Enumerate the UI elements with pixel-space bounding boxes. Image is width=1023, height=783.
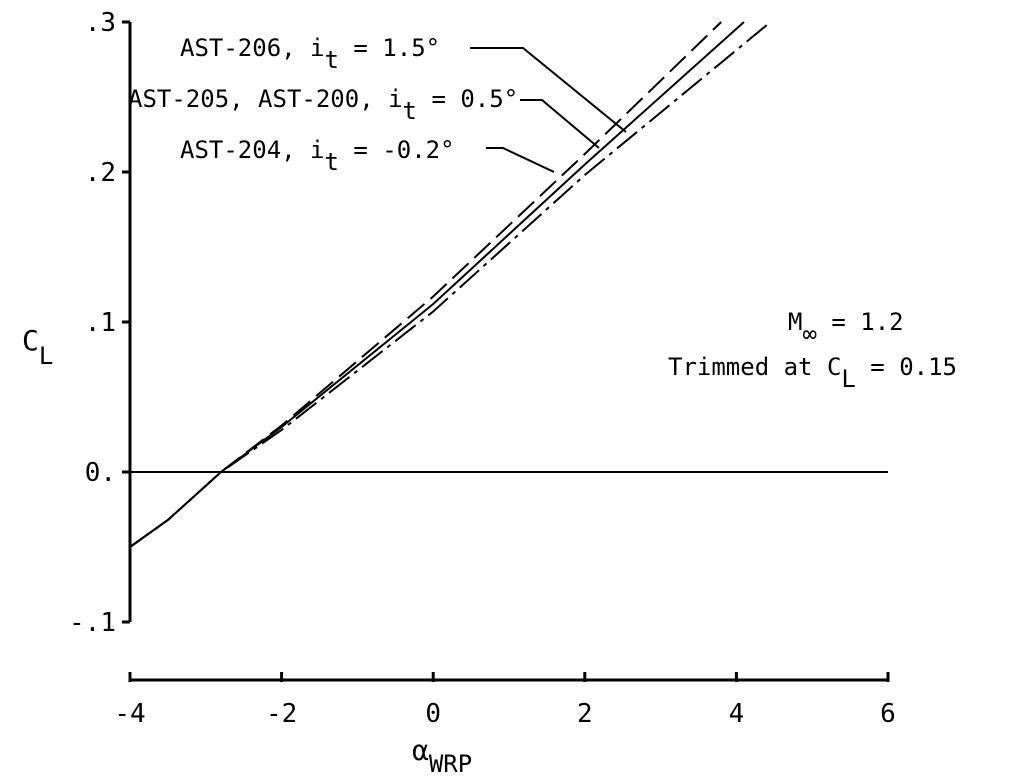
series-label-3-sub: t	[325, 148, 339, 176]
series-label-2-main: AST-205, AST-200, i	[128, 85, 403, 113]
x-tick-label: 4	[729, 699, 745, 729]
series-line-3	[129, 21, 772, 548]
series-label-2-sub: t	[403, 97, 417, 125]
y-axis-title-main: C	[22, 324, 39, 357]
series-label-1-rest: = 1.5°	[339, 34, 440, 62]
leader-line-2	[520, 99, 600, 149]
y-tick-label: .3	[85, 8, 116, 38]
series-label-leaders	[470, 47, 627, 173]
y-axis-ticks: -.1 0. .1 .2 .3	[69, 8, 130, 638]
x-tick-label: -2	[266, 699, 297, 729]
x-axis-title: αWRP	[412, 734, 472, 778]
series-label-3-main: AST-204, i	[180, 136, 325, 164]
x-tick-label: 2	[577, 699, 593, 729]
series-label-1-main: AST-206, i	[180, 34, 325, 62]
x-tick-label: 0	[425, 699, 441, 729]
annotation-mach: M∞ = 1.2	[788, 308, 904, 348]
annotation-trim-main: Trimmed at C	[668, 353, 841, 381]
x-axis-ticks: -4 -2 0 2 4 6	[114, 672, 896, 729]
y-tick-label: .1	[85, 308, 116, 338]
x-tick-label: 6	[880, 699, 896, 729]
series-label-3: AST-204, it = -0.2°	[180, 136, 455, 176]
annotation-mach-rest: = 1.2	[817, 308, 904, 336]
y-axis-title-sub: L	[39, 342, 53, 370]
y-tick-label: 0.	[85, 458, 116, 488]
annotation-mach-sub: ∞	[802, 320, 816, 348]
x-axis-title-sub: WRP	[429, 750, 472, 778]
leader-line-1	[470, 47, 627, 133]
series-label-1: AST-206, it = 1.5°	[180, 34, 440, 74]
annotation-trim-rest: = 0.15	[856, 353, 957, 381]
annotation-trim-sub: L	[841, 365, 855, 393]
annotation-mach-main: M	[788, 308, 802, 336]
x-tick-label: -4	[114, 699, 145, 729]
y-axis-title: CL	[22, 324, 53, 370]
series-label-3-rest: = -0.2°	[339, 136, 455, 164]
x-axis-title-main: α	[412, 734, 429, 767]
y-tick-label: -.1	[69, 608, 116, 638]
series-label-2-rest: = 0.5°	[417, 85, 518, 113]
series-label-2: AST-205, AST-200, it = 0.5°	[128, 85, 518, 125]
leader-line-3	[486, 147, 555, 173]
series-lines	[129, 21, 772, 548]
annotation-trim: Trimmed at CL = 0.15	[668, 353, 957, 393]
y-tick-label: .2	[85, 158, 116, 188]
series-label-1-sub: t	[325, 46, 339, 74]
